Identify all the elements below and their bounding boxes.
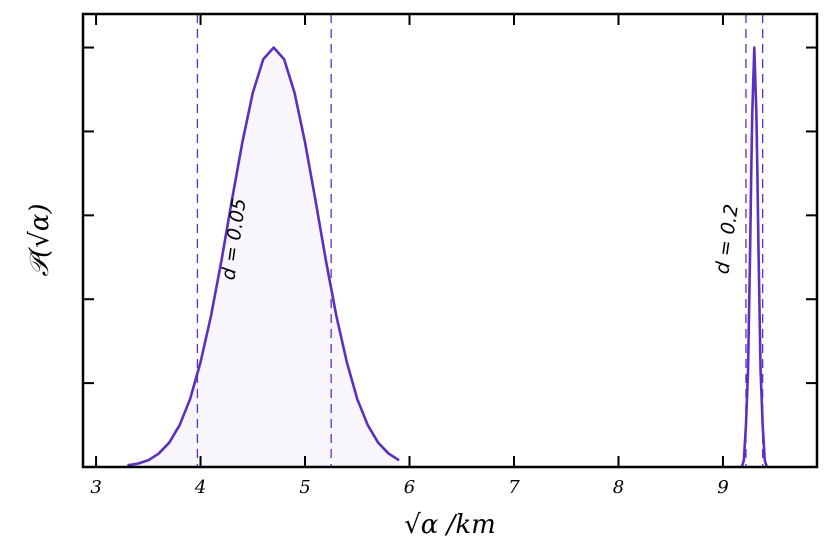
y-axis-label: 𝒫(√α) [25, 203, 55, 276]
x-tick-label: 8 [613, 477, 624, 498]
plot-frame [81, 12, 819, 469]
curve [740, 46, 769, 468]
x-tick-label: 5 [299, 477, 310, 498]
x-axis-label: √α /km [404, 510, 496, 540]
x-tick-label: 3 [90, 477, 101, 498]
x-tick-label: 9 [717, 477, 728, 498]
annotation: d = 0.2 [711, 203, 743, 276]
x-tick-label: 4 [194, 477, 206, 498]
x-tick-label: 7 [508, 477, 520, 498]
x-tick-label: 6 [404, 477, 415, 498]
curve [127, 46, 400, 467]
